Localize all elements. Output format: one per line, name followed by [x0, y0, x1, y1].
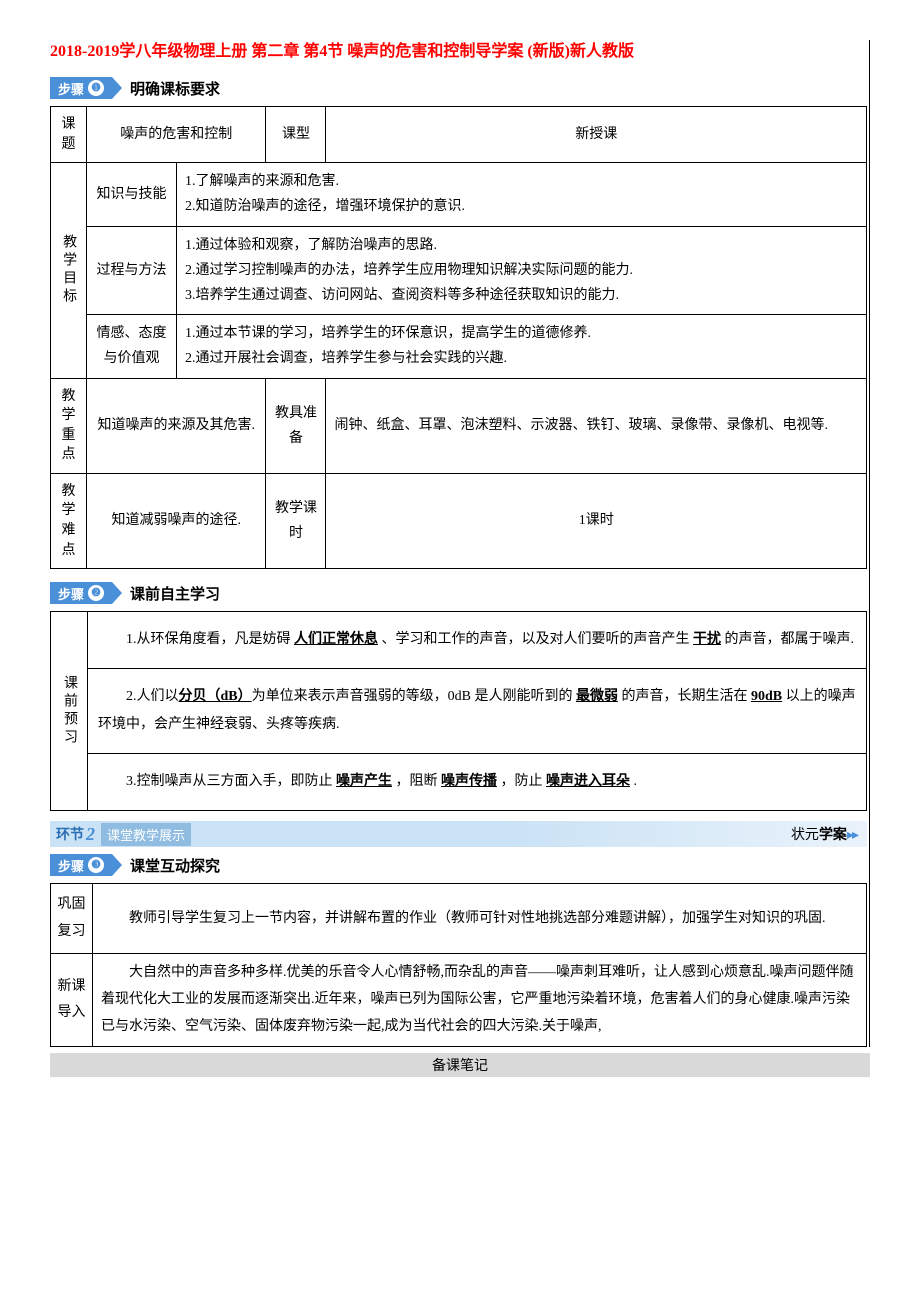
step-number: ❷ [88, 585, 104, 601]
blank: 最微弱 [576, 689, 618, 704]
topic-label: 课题 [51, 107, 87, 163]
prep-item-1: 1.从环保角度看，凡是妨碍 人们正常休息 、学习和工作的声音，以及对人们要听的声… [88, 612, 867, 669]
step3-title: 课堂互动探究 [130, 855, 220, 876]
goal-item: 3.培养学生通过调查、访问网站、查阅资料等多种途径获取知识的能力. [185, 283, 858, 308]
review-label: 巩固复习 [51, 884, 93, 954]
step1-header: 步骤 ❶ 明确课标要求 [50, 76, 867, 100]
goal-item: 1.通过体验和观察，了解防治噪声的思路. [185, 233, 858, 258]
goal2-content: 1.通过体验和观察，了解防治噪声的思路. 2.通过学习控制噪声的办法，培养学生应… [177, 226, 867, 315]
arrow-icon: ▸▸ [847, 828, 857, 843]
step-label: 步骤 [58, 584, 84, 603]
hours-label: 教学课时 [266, 473, 326, 568]
blank: 干扰 [693, 632, 721, 647]
table-row: 过程与方法 1.通过体验和观察，了解防治噪声的思路. 2.通过学习控制噪声的办法… [51, 226, 867, 315]
blank: 90dB [751, 689, 782, 704]
table-row: 巩固复习 教师引导学生复习上一节内容，并讲解布置的作业（教师可针对性地挑选部分难… [51, 884, 867, 954]
footer-note: 备课笔记 [50, 1053, 870, 1077]
preparation-table: 课前预习 1.从环保角度看，凡是妨碍 人们正常休息 、学习和工作的声音，以及对人… [50, 611, 867, 811]
text: ，阻断 [392, 774, 441, 789]
type-label: 课型 [266, 107, 326, 163]
goal1-label: 知识与技能 [87, 163, 177, 226]
review-table: 巩固复习 教师引导学生复习上一节内容，并讲解布置的作业（教师可针对性地挑选部分难… [50, 883, 867, 1047]
blank: 分贝（dB） [179, 689, 252, 704]
text: 的声音，都属于噪声. [721, 632, 854, 647]
table-row: 2.人们以分贝（dB）为单位来表示声音强弱的等级，0dB 是人刚能听到的 最微弱… [51, 669, 867, 754]
type-value: 新授课 [326, 107, 867, 163]
section-label: 环节 [56, 824, 84, 844]
goal-item: 2.通过开展社会调查，培养学生参与社会实践的兴趣. [185, 346, 858, 371]
table-row: 教学重点 知道噪声的来源及其危害. 教具准备 闹钟、纸盒、耳罩、泡沫塑料、示波器… [51, 378, 867, 473]
blank: 噪声进入耳朵 [546, 774, 630, 789]
blank: 噪声传播 [441, 774, 497, 789]
table-row: 教学目标 知识与技能 1.了解噪声的来源和危害. 2.知道防治噪声的途径，增强环… [51, 163, 867, 226]
text: 为单位来表示声音强弱的等级，0dB 是人刚能听到的 [252, 689, 576, 704]
step1-badge: 步骤 ❶ [50, 77, 112, 99]
table-row: 课前预习 1.从环保角度看，凡是妨碍 人们正常休息 、学习和工作的声音，以及对人… [51, 612, 867, 669]
review-content: 教师引导学生复习上一节内容，并讲解布置的作业（教师可针对性地挑选部分难题讲解），… [93, 884, 867, 954]
step1-title: 明确课标要求 [130, 78, 220, 99]
step2-title: 课前自主学习 [130, 583, 220, 604]
step2-badge: 步骤 ❷ [50, 582, 112, 604]
document-title: 2018-2019学八年级物理上册 第二章 第4节 噪声的危害和控制导学案 (新… [50, 40, 867, 64]
goal-item: 1.了解噪声的来源和危害. [185, 169, 858, 194]
goal-item: 2.知道防治噪声的途径，增强环境保护的意识. [185, 194, 858, 219]
step3-badge: 步骤 ❸ [50, 854, 112, 876]
goal3-content: 1.通过本节课的学习，培养学生的环保意识，提高学生的道德修养. 2.通过开展社会… [177, 315, 867, 378]
tools-value: 闹钟、纸盒、耳罩、泡沫塑料、示波器、铁钉、玻璃、录像带、录像机、电视等. [326, 378, 867, 473]
section-bar: 环节 2 课堂教学展示 状元学案▸▸ [50, 821, 867, 847]
intro-content: 大自然中的声音多种多样.优美的乐音令人心情舒畅,而杂乱的声音——噪声刺耳难听，让… [93, 954, 867, 1047]
prep-label: 课前预习 [51, 612, 88, 811]
table-row: 3.控制噪声从三方面入手，即防止 噪声产生 ，阻断 噪声传播 ，防止 噪声进入耳… [51, 754, 867, 811]
goals-label: 教学目标 [51, 163, 87, 378]
goal2-label: 过程与方法 [87, 226, 177, 315]
focus-label: 教学重点 [51, 378, 87, 473]
text: 学案 [819, 828, 847, 843]
text: 的声音，长期生活在 [618, 689, 751, 704]
step-number: ❸ [88, 857, 104, 873]
blank: 人们正常休息 [294, 632, 378, 647]
blank: 噪声产生 [336, 774, 392, 789]
step2-header: 步骤 ❷ 课前自主学习 [50, 581, 867, 605]
difficulty-label: 教学难点 [51, 473, 87, 568]
goal1-content: 1.了解噪声的来源和危害. 2.知道防治噪声的途径，增强环境保护的意识. [177, 163, 867, 226]
tools-label: 教具准备 [266, 378, 326, 473]
topic-value: 噪声的危害和控制 [87, 107, 266, 163]
focus-value: 知道噪声的来源及其危害. [87, 378, 266, 473]
table-row: 情感、态度与价值观 1.通过本节课的学习，培养学生的环保意识，提高学生的道德修养… [51, 315, 867, 378]
goal3-label: 情感、态度与价值观 [87, 315, 177, 378]
table-row: 课题 噪声的危害和控制 课型 新授课 [51, 107, 867, 163]
table-row: 新课导入 大自然中的声音多种多样.优美的乐音令人心情舒畅,而杂乱的声音——噪声刺… [51, 954, 867, 1047]
text: 3.控制噪声从三方面入手，即防止 [126, 774, 336, 789]
text: 状元 [791, 828, 819, 843]
hours-value: 1课时 [326, 473, 867, 568]
goal-item: 1.通过本节课的学习，培养学生的环保意识，提高学生的道德修养. [185, 321, 858, 346]
text: 2.人们以 [126, 689, 179, 704]
text: 、学习和工作的声音，以及对人们要听的声音产生 [378, 632, 693, 647]
text: 1.从环保角度看，凡是妨碍 [126, 632, 294, 647]
step-number: ❶ [88, 80, 104, 96]
prep-item-2: 2.人们以分贝（dB）为单位来表示声音强弱的等级，0dB 是人刚能听到的 最微弱… [88, 669, 867, 754]
difficulty-value: 知道减弱噪声的途径. [87, 473, 266, 568]
step-label: 步骤 [58, 79, 84, 98]
intro-label: 新课导入 [51, 954, 93, 1047]
prep-item-3: 3.控制噪声从三方面入手，即防止 噪声产生 ，阻断 噪声传播 ，防止 噪声进入耳… [88, 754, 867, 811]
goal-item: 2.通过学习控制噪声的办法，培养学生应用物理知识解决实际问题的能力. [185, 258, 858, 283]
text: . [630, 774, 637, 789]
brand-label: 状元学案▸▸ [791, 824, 857, 844]
step-label: 步骤 [58, 856, 84, 875]
table-row: 教学难点 知道减弱噪声的途径. 教学课时 1课时 [51, 473, 867, 568]
section-number: 2 [86, 824, 95, 845]
text: ，防止 [497, 774, 546, 789]
section-subtitle: 课堂教学展示 [101, 823, 191, 846]
step3-header: 步骤 ❸ 课堂互动探究 [50, 853, 867, 877]
objectives-table: 课题 噪声的危害和控制 课型 新授课 教学目标 知识与技能 1.了解噪声的来源和… [50, 106, 867, 569]
